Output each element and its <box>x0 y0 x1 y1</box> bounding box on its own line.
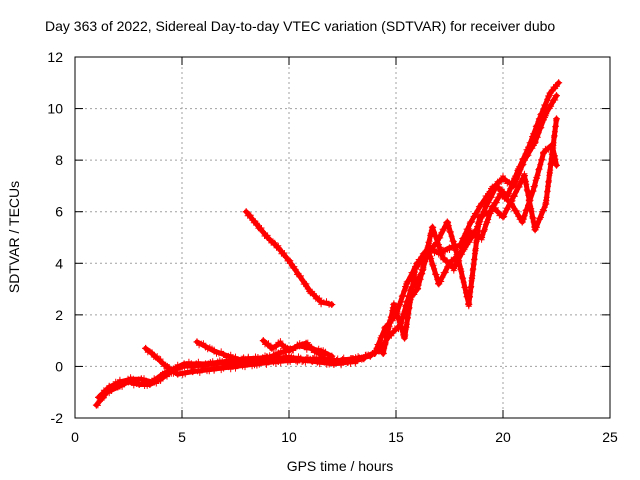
chart-title: Day 363 of 2022, Sidereal Day-to-day VTE… <box>45 18 555 34</box>
data-point <box>553 92 560 100</box>
y-tick-label: 2 <box>55 307 63 323</box>
y-tick-label: 8 <box>55 152 63 168</box>
series-trail <box>380 142 559 356</box>
y-tick-label: 4 <box>55 255 63 271</box>
y-tick-label: 10 <box>47 101 63 117</box>
x-tick-label: 20 <box>495 429 511 445</box>
y-tick-label: 0 <box>55 358 63 374</box>
x-tick-label: 0 <box>71 429 79 445</box>
ticks: 0 5 10 15 20 25 -2 0 2 4 6 8 10 12 <box>47 49 618 445</box>
data-points <box>92 79 563 409</box>
y-tick-label: -2 <box>51 410 64 426</box>
marker-cloud <box>93 83 560 409</box>
y-tick-label: 6 <box>55 204 63 220</box>
x-tick-label: 5 <box>178 429 186 445</box>
x-tick-label: 15 <box>388 429 404 445</box>
y-axis-label: SDTVAR / TECUs <box>6 181 22 293</box>
x-tick-label: 25 <box>602 429 618 445</box>
data-point <box>555 79 563 87</box>
plot-frame <box>74 56 611 419</box>
y-tick-label: 12 <box>47 49 63 65</box>
x-tick-label: 10 <box>281 429 297 445</box>
x-axis-label: GPS time / hours <box>287 458 394 474</box>
